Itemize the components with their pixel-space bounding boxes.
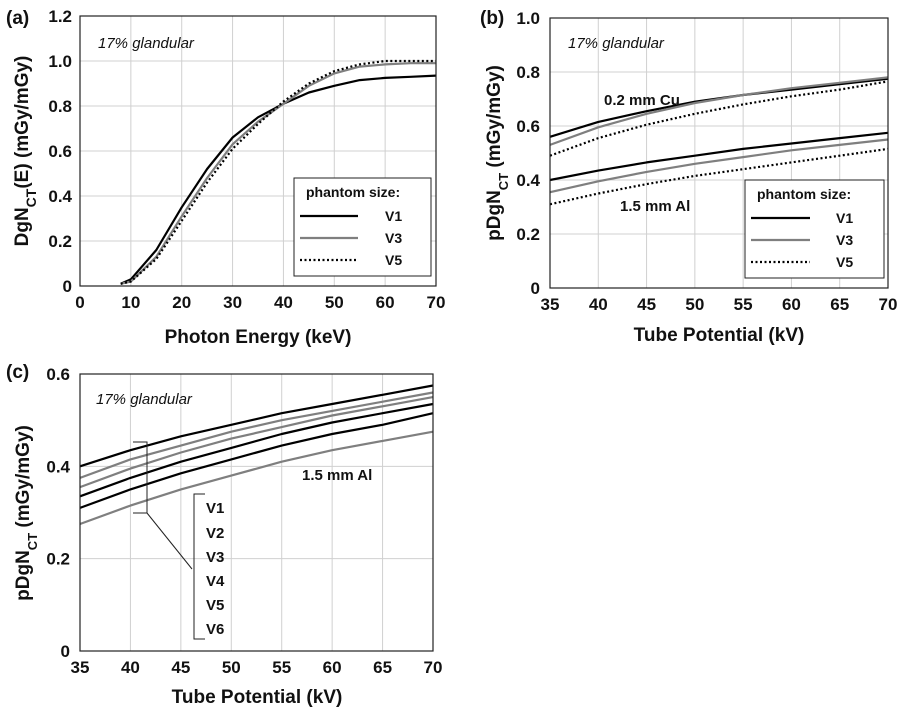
panel-a-legend-v5: V5 — [385, 252, 402, 268]
panel-b-ytick-0: 0 — [531, 279, 540, 298]
panel-c-bracket — [133, 441, 205, 640]
panel-c-xtick-2: 45 — [171, 658, 190, 677]
panel-b-ytick-1: 0.2 — [516, 225, 540, 244]
panel-a-legend: phantom size: V1 V3 V5 — [293, 177, 432, 277]
panel-b-frame — [549, 17, 889, 289]
panel-c-xtick-7: 70 — [424, 658, 443, 677]
panel-b-xtick-3: 50 — [685, 295, 704, 314]
panel-a-ytick-6: 1.2 — [48, 7, 72, 26]
panel-b-xtick-4: 55 — [734, 295, 753, 314]
panel-a-frame — [79, 15, 437, 287]
panel-a-xlabel: Photon Energy (keV) — [165, 327, 352, 348]
panel-b: (b) 35 40 45 50 55 60 65 70 0 0.2 0.4 0.6 0.8 1.0 17%… — [480, 8, 897, 346]
panel-a-ytick-2: 0.4 — [48, 187, 72, 206]
panel-b-series-v3-cu — [549, 76, 889, 146]
panel-a-ytick-3: 0.6 — [48, 142, 72, 161]
panel-c-xtick-6: 65 — [373, 658, 392, 677]
panel-b-label-cu: 0.2 mm Cu — [604, 92, 680, 109]
panel-a-series-v5 — [120, 59, 436, 285]
panel-c-label: (c) — [6, 362, 29, 383]
panel-c-xtick-5: 60 — [323, 658, 342, 677]
panel-a-annotation: 17% glandular — [98, 35, 195, 52]
panel-c-xtick-3: 50 — [222, 658, 241, 677]
panel-a-legend-v3: V3 — [385, 230, 402, 246]
panel-c-ytick-3: 0.6 — [46, 365, 70, 384]
panel-a-ylabel: DgNCT(E) (mGy/mGy) — [12, 56, 39, 247]
panel-c-series-v4 — [79, 402, 434, 498]
panel-c: (c) 35 40 45 50 55 60 65 70 0 0.2 0.4 0.6 17% gland… — [6, 362, 442, 708]
panel-a-series-v1 — [120, 74, 437, 285]
panel-c-ytick-1: 0.2 — [46, 550, 70, 569]
panel-b-series-v5-al — [549, 147, 889, 206]
panel-b-label: (b) — [480, 8, 504, 29]
panel-b-legend-title: phantom size: — [757, 186, 851, 202]
panel-b-series-v1-al — [549, 131, 889, 182]
panel-c-series-v1 — [79, 384, 434, 468]
panel-b-annotation: 17% glandular — [568, 35, 665, 52]
panel-c-xtick-1: 40 — [121, 658, 140, 677]
panel-b-ytick-5: 1.0 — [516, 9, 540, 28]
panel-c-item-v3: V3 — [206, 549, 224, 566]
panel-a: (a) 0 10 20 30 40 50 60 70 0 0.2 0.4 0.6 0.8 1.0 1.2 1… — [6, 7, 445, 348]
panel-b-xtick-6: 65 — [830, 295, 849, 314]
panel-b-ytick-4: 0.8 — [516, 63, 540, 82]
panel-c-xlabel: Tube Potential (kV) — [172, 687, 343, 708]
panel-a-legend-v1: V1 — [385, 208, 402, 224]
panel-a-legend-title: phantom size: — [306, 184, 400, 200]
panel-b-legend-v3: V3 — [836, 232, 853, 248]
panel-c-series-v6 — [79, 430, 434, 526]
panel-a-xtick-4: 40 — [274, 293, 293, 312]
panel-b-series-v1-cu — [549, 77, 889, 138]
panel-b-xtick-0: 35 — [541, 295, 560, 314]
panel-b-xtick-2: 45 — [637, 295, 656, 314]
panel-c-item-v5: V5 — [206, 597, 224, 614]
panel-c-item-v2: V2 — [206, 525, 224, 542]
panel-c-ytick-0: 0 — [61, 642, 70, 661]
panel-c-frame — [79, 373, 434, 652]
panel-a-label: (a) — [6, 8, 29, 29]
panel-c-series-v3 — [79, 396, 434, 489]
panel-c-xtick-4: 55 — [272, 658, 291, 677]
panel-c-series-labels: V1 V2 V3 V4 V5 V6 — [206, 500, 225, 638]
panel-b-series-v5-cu — [549, 80, 889, 157]
panel-a-xtick-0: 0 — [75, 293, 84, 312]
panel-c-item-v4: V4 — [206, 573, 225, 590]
panel-a-xtick-7: 70 — [427, 293, 446, 312]
panel-c-item-v6: V6 — [206, 621, 224, 638]
panel-c-item-v1: V1 — [206, 500, 224, 517]
panel-c-xtick-0: 35 — [71, 658, 90, 677]
panel-b-legend-v1: V1 — [836, 210, 853, 226]
panel-b-label-al: 1.5 mm Al — [620, 198, 690, 215]
panel-b-xlabel: Tube Potential (kV) — [634, 325, 805, 346]
panel-b-xtick-7: 70 — [879, 295, 898, 314]
panel-a-ytick-0: 0 — [63, 277, 72, 296]
panel-b-ytick-3: 0.6 — [516, 117, 540, 136]
panel-b-xtick-5: 60 — [782, 295, 801, 314]
panel-c-ytick-2: 0.4 — [46, 457, 70, 476]
panel-a-ytick-1: 0.2 — [48, 232, 72, 251]
panel-c-label-al: 1.5 mm Al — [302, 467, 372, 484]
panel-b-series-v3-al — [549, 138, 889, 194]
panel-a-xtick-3: 30 — [223, 293, 242, 312]
panel-b-ytick-2: 0.4 — [516, 171, 540, 190]
panel-a-xtick-6: 60 — [376, 293, 395, 312]
panel-b-legend: phantom size: V1 V3 V5 — [744, 179, 885, 279]
panel-a-xtick-2: 20 — [172, 293, 191, 312]
panel-c-series-v5 — [79, 412, 434, 509]
panel-c-series-v2 — [79, 391, 434, 479]
panel-a-ytick-5: 1.0 — [48, 52, 72, 71]
panel-a-ytick-4: 0.8 — [48, 97, 72, 116]
panel-c-ylabel: pDgNCT (mGy/mGy) — [13, 425, 40, 601]
panel-c-annotation: 17% glandular — [96, 391, 193, 408]
panel-b-xtick-1: 40 — [589, 295, 608, 314]
panel-b-legend-v5: V5 — [836, 254, 853, 270]
panel-a-xtick-1: 10 — [121, 293, 140, 312]
panel-a-xtick-5: 50 — [325, 293, 344, 312]
panel-b-ylabel: pDgNCT (mGy/mGy) — [484, 65, 511, 241]
